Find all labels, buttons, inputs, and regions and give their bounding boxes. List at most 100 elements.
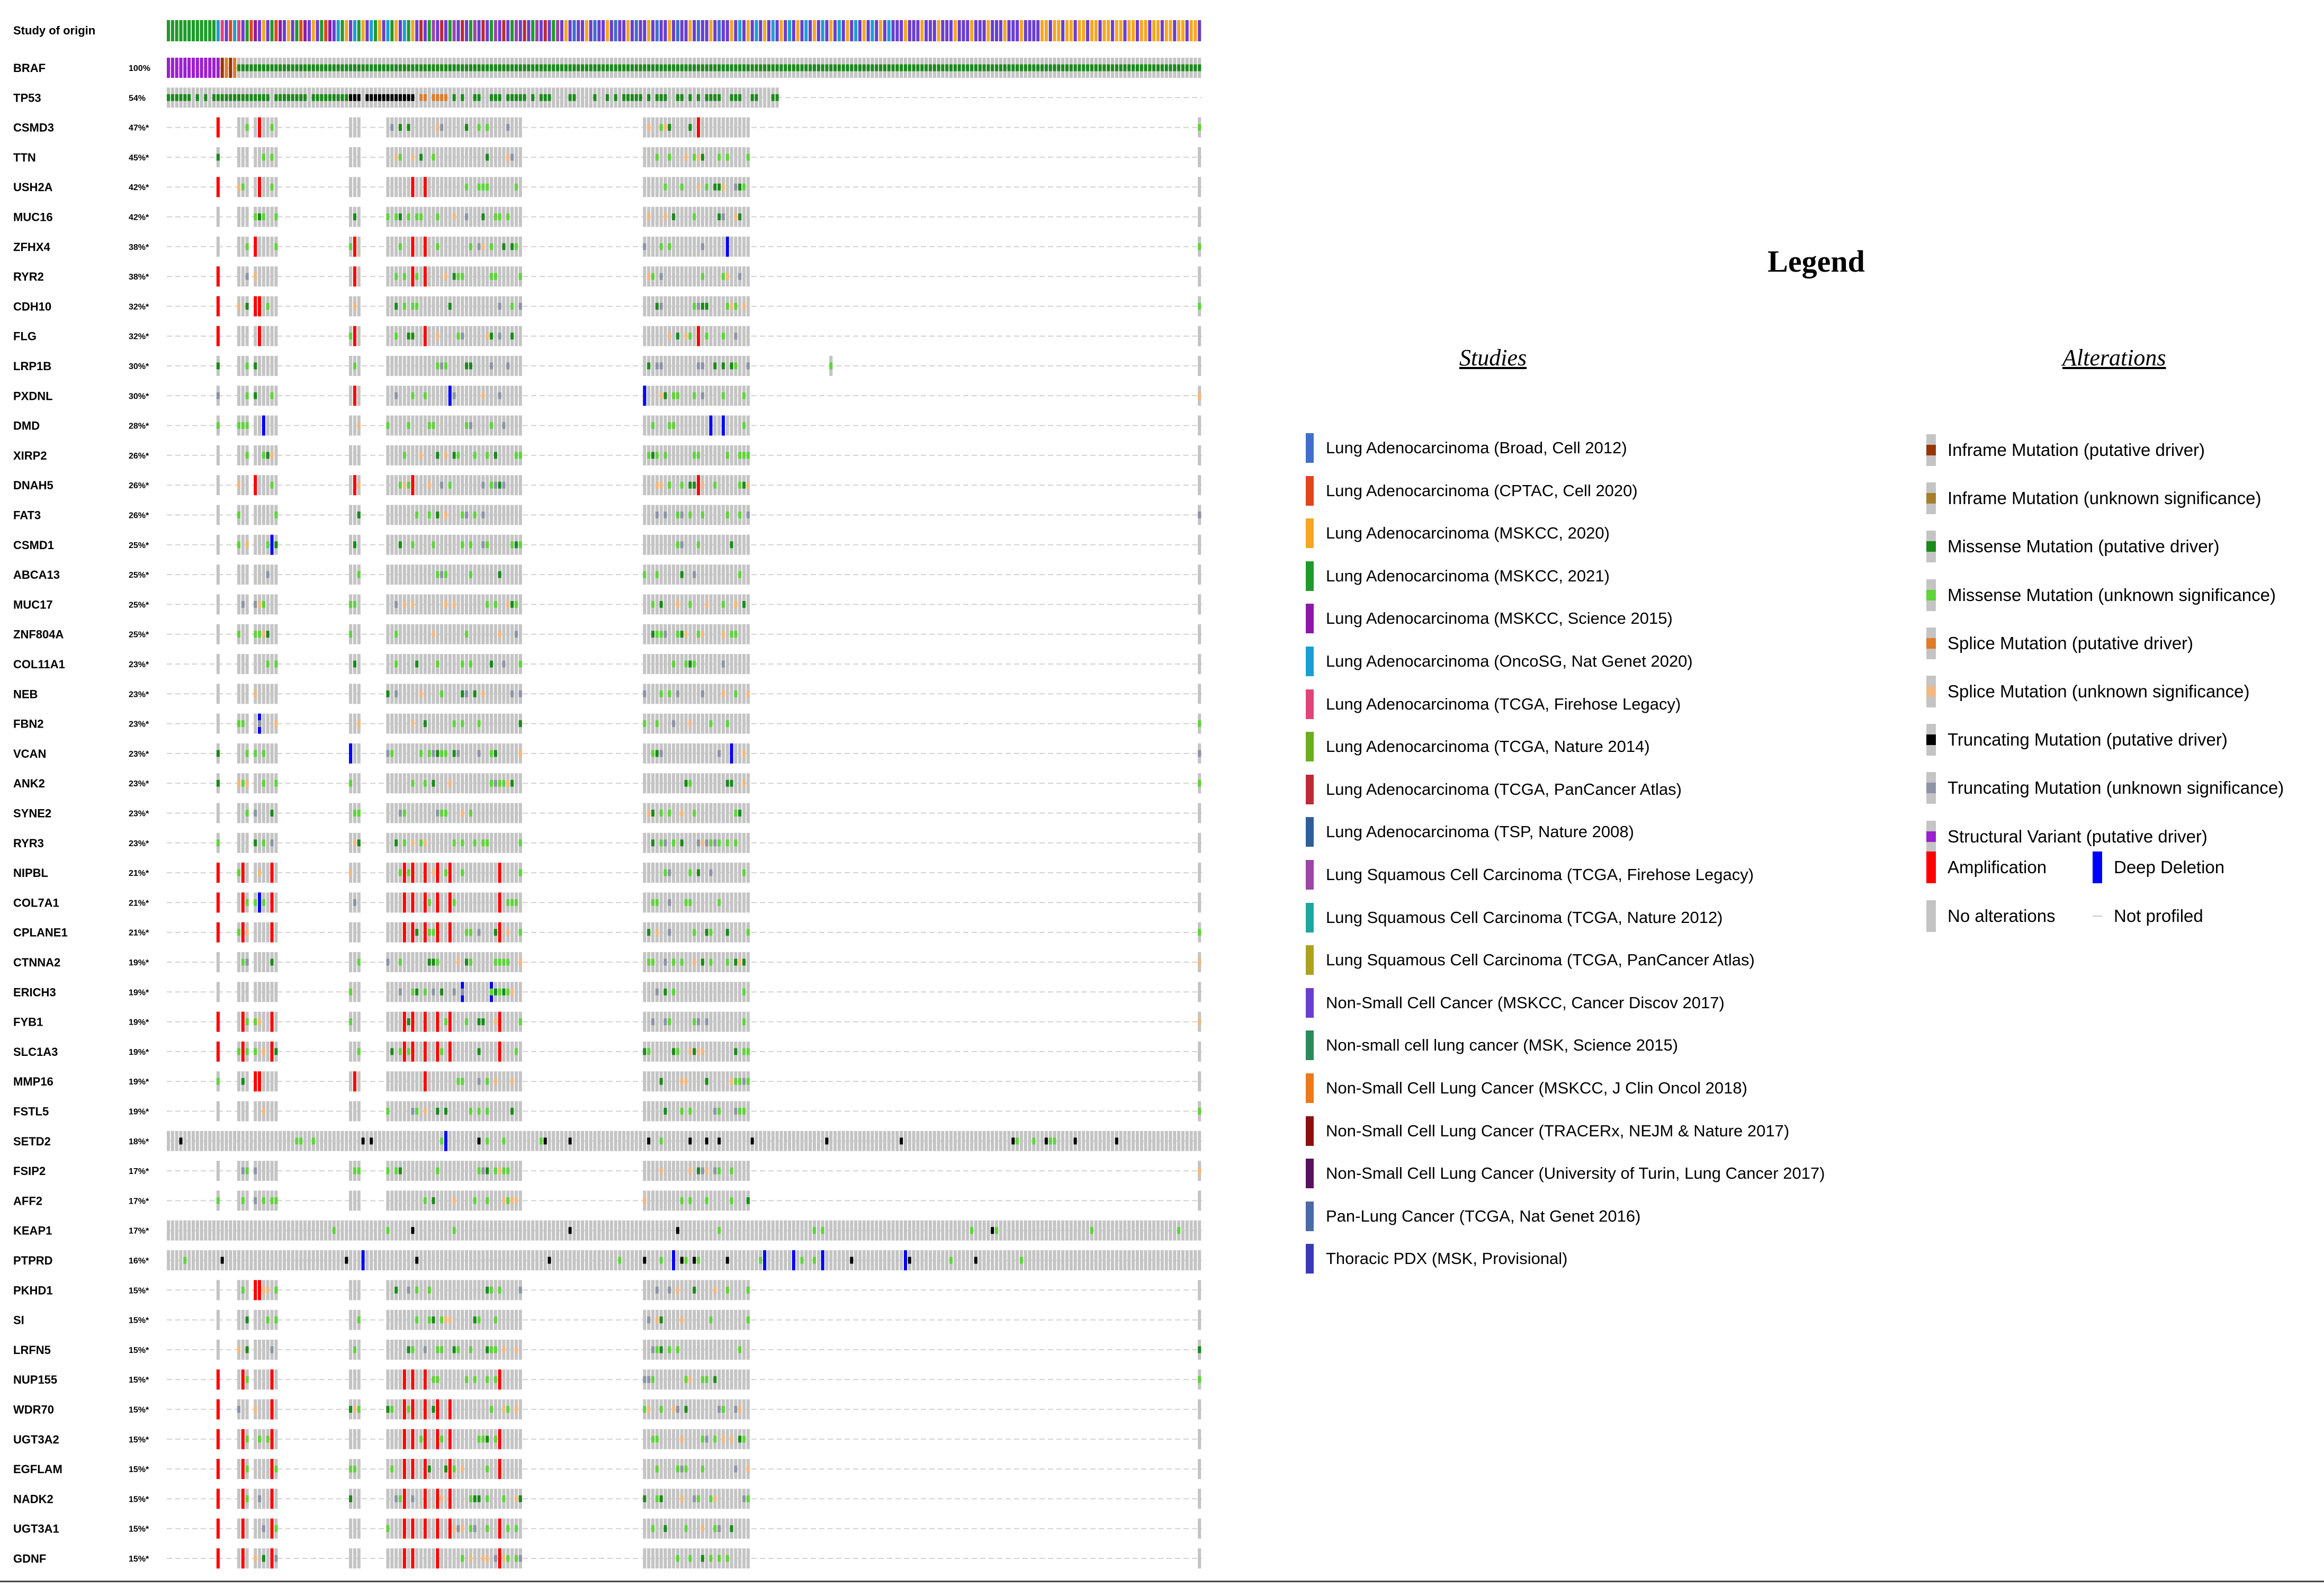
oncoprint-cell — [415, 624, 419, 644]
oncoprint-cell — [386, 803, 390, 823]
mutation-mark — [432, 422, 435, 429]
mutation-mark — [262, 750, 265, 757]
mutation-mark — [742, 1018, 746, 1026]
mutation-mark — [254, 750, 257, 757]
oncoprint-cell — [647, 147, 651, 167]
oncoprint-cell — [477, 1190, 481, 1211]
oncoprint-cell — [486, 863, 489, 883]
mutation-mark — [415, 64, 419, 71]
mutation-mark — [1069, 64, 1073, 71]
oncoprint-cell — [701, 1220, 704, 1241]
oncoprint-cell — [651, 356, 655, 376]
oncoprint-cell — [432, 713, 435, 734]
oncoprint-cell — [626, 1131, 630, 1151]
oncoprint-cell — [171, 1131, 174, 1151]
gene-percent: 21%* — [129, 929, 149, 938]
oncoprint-cell — [493, 863, 497, 883]
oncoprint-cell — [258, 147, 262, 167]
mutation-mark — [345, 64, 348, 71]
mutation-mark — [444, 1108, 448, 1115]
mutation-mark — [477, 1137, 481, 1145]
oncoprint-cell — [411, 654, 415, 674]
oncoprint-cell — [382, 1220, 385, 1241]
oncoprint-cell — [216, 922, 220, 943]
oncoprint-cell — [788, 1131, 792, 1151]
oncoprint-cell — [469, 385, 472, 406]
mutation-mark — [398, 1167, 402, 1174]
oncoprint-cell — [713, 803, 717, 823]
oncoprint-cell — [258, 534, 262, 555]
mutation-mark — [311, 94, 315, 101]
oncoprint-cell — [717, 564, 721, 585]
mutation-mark — [423, 64, 427, 71]
oncoprint-cell — [245, 564, 249, 585]
study-cell — [651, 20, 655, 41]
oncoprint-cell — [473, 952, 477, 972]
oncoprint-cell — [891, 1220, 895, 1241]
mutation-mark — [357, 94, 361, 101]
oncoprint-cell — [705, 356, 708, 376]
mutation-mark — [738, 273, 742, 280]
mutation-mark — [266, 541, 270, 549]
oncoprint-cell — [237, 445, 241, 465]
oncoprint-cell — [440, 952, 444, 972]
oncoprint-cell — [498, 1011, 501, 1032]
oncoprint-cell — [390, 475, 394, 496]
mutation-mark — [705, 333, 708, 340]
study-cell — [191, 20, 195, 41]
study-cell — [585, 20, 588, 41]
oncoprint-cell — [461, 385, 464, 406]
study-cell — [887, 20, 891, 41]
oncoprint-cell — [452, 1131, 456, 1151]
mutation-mark — [262, 1048, 265, 1055]
oncoprint-cell — [469, 1131, 472, 1151]
mutation-mark — [436, 571, 439, 578]
oncoprint-cell — [622, 1131, 626, 1151]
study-cell — [502, 20, 506, 41]
oncoprint-cell — [262, 117, 265, 138]
oncoprint-cell — [382, 1131, 385, 1151]
mutation-mark — [402, 452, 406, 459]
study-cell — [908, 20, 911, 41]
oncoprint-cell — [1019, 1220, 1024, 1241]
oncoprint-cell — [680, 892, 684, 913]
mutation-mark — [705, 1137, 708, 1145]
study-cell — [452, 20, 456, 41]
oncoprint-cell — [270, 594, 274, 615]
gene-label: CPLANE1 — [13, 926, 68, 939]
mutation-mark — [717, 94, 721, 101]
oncoprint-cell — [473, 356, 477, 376]
mutation-mark — [693, 392, 696, 399]
oncoprint-cell — [270, 564, 274, 585]
oncoprint-cell — [651, 296, 655, 317]
oncoprint-cell — [398, 445, 402, 465]
oncoprint-cell — [663, 1071, 667, 1092]
oncoprint-cell — [411, 415, 415, 436]
gene-label: USH2A — [13, 181, 53, 194]
oncoprint-cell — [680, 356, 684, 376]
oncoprint-cell — [651, 1071, 655, 1092]
oncoprint-cell — [481, 564, 485, 585]
study-cell — [204, 20, 208, 41]
mutation-mark — [254, 392, 257, 399]
oncoprint-cell — [647, 624, 651, 644]
oncoprint-cell — [721, 863, 725, 883]
study-cell — [912, 20, 916, 41]
oncoprint-cell — [357, 445, 361, 465]
oncoprint-cell — [552, 1131, 555, 1151]
oncoprint-cell — [705, 773, 708, 794]
mutation-mark — [887, 64, 891, 71]
mutation-mark — [655, 452, 659, 459]
oncoprint-cell — [390, 713, 394, 734]
mutation-mark — [1032, 64, 1036, 71]
oncoprint-cell — [427, 87, 431, 108]
oncoprint-cell — [398, 713, 402, 734]
oncoprint-cell — [651, 534, 655, 555]
mutation-mark — [436, 750, 439, 757]
mutation-mark — [481, 392, 485, 399]
oncoprint-cell — [1090, 1131, 1093, 1151]
mutation-mark — [709, 929, 713, 936]
oncoprint-cell — [663, 1131, 667, 1151]
mutation-mark — [415, 660, 419, 668]
gene-percent: 25%* — [129, 631, 149, 640]
